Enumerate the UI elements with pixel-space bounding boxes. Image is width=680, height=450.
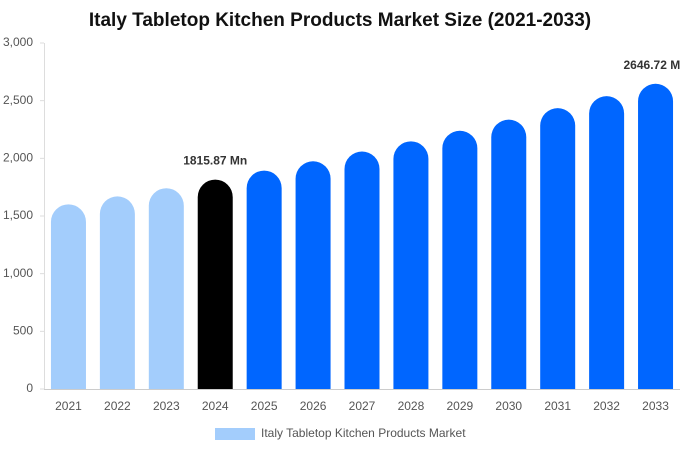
value-label: 2646.72 Mn	[624, 58, 680, 72]
bar	[491, 119, 527, 390]
x-tick-label: 2027	[349, 399, 376, 413]
bar	[589, 96, 625, 390]
legend-label: Italy Tabletop Kitchen Products Market	[261, 426, 466, 440]
bar	[246, 170, 282, 389]
x-tick-label: 2024	[202, 399, 229, 413]
bar	[148, 188, 184, 389]
bar	[393, 141, 429, 389]
x-tick-label: 2031	[544, 399, 571, 413]
bar	[50, 204, 86, 389]
bar	[638, 83, 674, 389]
y-tick-label: 3,000	[3, 35, 33, 49]
x-tick-label: 2030	[495, 399, 522, 413]
bar	[197, 179, 233, 389]
bar	[442, 130, 478, 389]
y-tick-label: 2,500	[3, 93, 33, 107]
x-tick-label: 2029	[446, 399, 473, 413]
chart-title: Italy Tabletop Kitchen Products Market S…	[89, 10, 591, 31]
value-label: 1815.87 Mn	[183, 154, 247, 168]
x-tick-label: 2026	[300, 399, 327, 413]
x-tick-label: 2032	[593, 399, 620, 413]
x-tick-label: 2033	[642, 399, 669, 413]
y-tick-label: 1,000	[3, 266, 33, 280]
y-tick-label: 2,000	[3, 151, 33, 165]
bar	[540, 108, 576, 390]
bar	[99, 196, 135, 389]
y-tick-label: 1,500	[3, 208, 33, 222]
x-tick-label: 2022	[104, 399, 131, 413]
x-tick-label: 2028	[398, 399, 425, 413]
x-tick-label: 2023	[153, 399, 180, 413]
legend-swatch	[215, 428, 255, 440]
bar	[344, 151, 380, 389]
x-tick-label: 2021	[55, 399, 82, 413]
bar	[295, 161, 331, 389]
x-tick-label: 2025	[251, 399, 278, 413]
y-tick-label: 0	[26, 381, 33, 395]
y-tick-label: 500	[13, 324, 33, 338]
